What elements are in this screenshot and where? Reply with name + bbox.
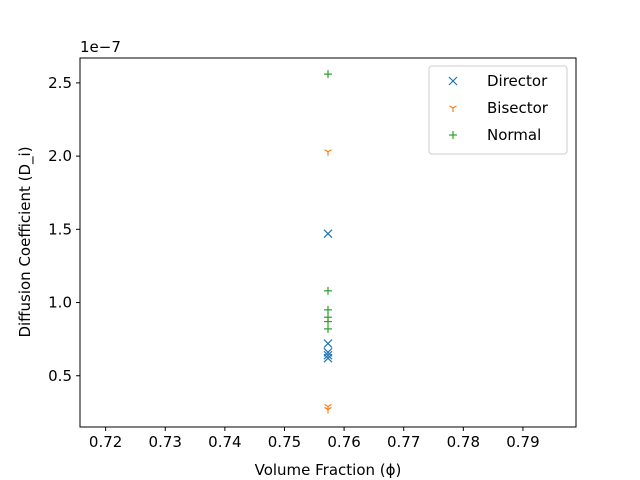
legend-label-normal: Normal — [487, 126, 541, 144]
x-tick-label: 0.73 — [149, 433, 182, 451]
plot-frame — [79, 57, 577, 428]
legend-label-bisector: Bisector — [487, 99, 549, 117]
legend-marker-normal — [449, 131, 457, 139]
y-tick-label: 2.5 — [48, 74, 72, 92]
legend-label-director: Director — [487, 72, 548, 90]
legend-marker-director — [448, 76, 458, 86]
x-tick-label: 0.76 — [327, 433, 360, 451]
data-point-director — [323, 350, 333, 360]
legend-marker-bisector — [449, 105, 457, 112]
data-point-director — [323, 339, 333, 348]
x-tick-label: 0.79 — [506, 433, 539, 451]
x-tick-label: 0.77 — [387, 433, 420, 451]
x-tick-label: 0.72 — [89, 433, 122, 451]
y-tick-label: 2.0 — [48, 147, 72, 165]
x-axis-label: Volume Fraction (ϕ) — [255, 461, 402, 479]
y-tick-label: 1.0 — [48, 294, 72, 312]
data-points — [323, 70, 333, 414]
y-tick-label: 0.5 — [48, 367, 72, 385]
data-point-director — [323, 353, 333, 363]
data-point-normal — [324, 286, 332, 295]
x-tick-label: 0.74 — [208, 433, 241, 451]
data-point-normal — [324, 317, 332, 326]
data-point-bisector — [324, 406, 332, 414]
y-axis-label: Diffusion Coefficient (D_i) — [16, 146, 35, 337]
legend: Director Bisector Normal — [428, 65, 568, 155]
y-tick-label: 1.5 — [48, 220, 72, 238]
x-axis-ticks: 0.72 0.73 0.74 0.75 0.76 0.77 0.78 0.79 — [89, 427, 540, 451]
x-tick-label: 0.78 — [447, 433, 480, 451]
legend-box — [428, 65, 568, 155]
data-point-normal — [324, 305, 332, 314]
y-axis-ticks: 0.5 1.0 1.5 2.0 2.5 — [48, 74, 80, 385]
data-point-bisector — [324, 149, 332, 156]
data-point-normal — [324, 324, 332, 333]
y-offset-label: 1e−7 — [80, 38, 121, 56]
x-tick-label: 0.75 — [268, 433, 301, 451]
data-point-normal — [324, 70, 332, 79]
data-point-director — [323, 229, 333, 239]
